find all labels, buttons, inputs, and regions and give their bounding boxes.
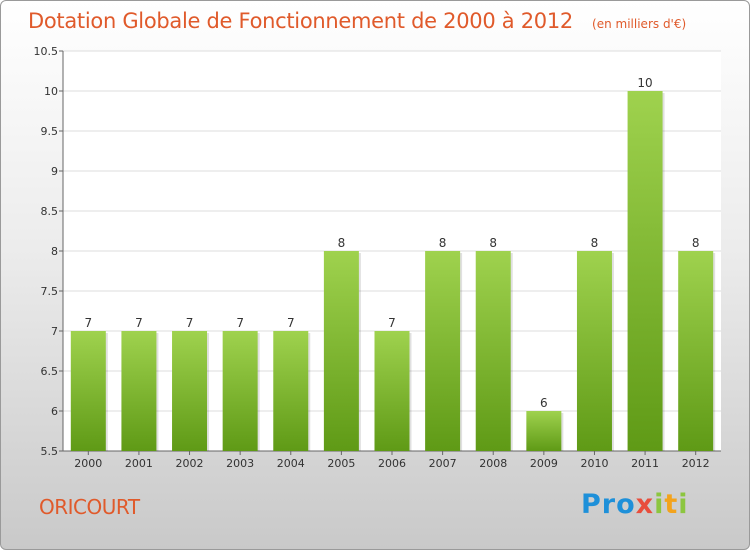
- chart-subtitle: (en milliers d'€): [592, 17, 687, 31]
- bar-2009: [526, 411, 562, 451]
- x-tick-label-2011: 2011: [631, 457, 659, 470]
- data-label-2007: 8: [439, 236, 447, 250]
- y-tick-label: 8: [51, 245, 58, 258]
- x-tick-label-2004: 2004: [277, 457, 305, 470]
- data-label-2003: 7: [236, 316, 244, 330]
- bar-2005: [323, 251, 359, 451]
- x-tick-label-2003: 2003: [226, 457, 254, 470]
- data-label-2009: 6: [540, 396, 548, 410]
- y-tick-label: 7.5: [41, 285, 59, 298]
- data-label-2010: 8: [591, 236, 599, 250]
- x-tick-label-2008: 2008: [479, 457, 507, 470]
- bar-2008: [475, 251, 511, 451]
- x-tick-label-2000: 2000: [74, 457, 102, 470]
- y-tick-label: 6: [51, 405, 58, 418]
- logo-part-3: i: [654, 489, 665, 520]
- y-tick-label: 9: [51, 165, 58, 178]
- x-tick-label-2010: 2010: [580, 457, 608, 470]
- data-label-2000: 7: [84, 316, 92, 330]
- data-label-2004: 7: [287, 316, 295, 330]
- data-label-2005: 8: [338, 236, 346, 250]
- bar-2003: [222, 331, 258, 451]
- bar-2012: [678, 251, 714, 451]
- city-name: ORICOURT: [39, 495, 140, 519]
- x-tick-label-2012: 2012: [682, 457, 710, 470]
- y-tick-label: 10.5: [34, 45, 59, 58]
- data-label-2011: 10: [637, 76, 652, 90]
- proxiti-logo: Proxiti: [581, 489, 689, 520]
- bar-2010: [576, 251, 612, 451]
- data-label-2001: 7: [135, 316, 143, 330]
- x-tick-label-2007: 2007: [429, 457, 457, 470]
- bar-2011: [627, 91, 663, 451]
- data-label-2012: 8: [692, 236, 700, 250]
- title-row: Dotation Globale de Fonctionnement de 20…: [28, 9, 686, 33]
- chart-title: Dotation Globale de Fonctionnement de 20…: [28, 9, 573, 33]
- bar-2000: [70, 331, 106, 451]
- y-tick-label: 9.5: [41, 125, 59, 138]
- x-tick-label-2006: 2006: [378, 457, 406, 470]
- bar-2006: [374, 331, 410, 451]
- x-tick-label-2005: 2005: [327, 457, 355, 470]
- x-tick-label-2009: 2009: [530, 457, 558, 470]
- x-tick-label-2002: 2002: [176, 457, 204, 470]
- bar-2002: [172, 331, 208, 451]
- y-tick-label: 6.5: [41, 365, 59, 378]
- logo-part-1: Pro: [581, 489, 636, 520]
- logo-part-2: x: [635, 489, 655, 520]
- y-tick-label: 7: [51, 325, 58, 338]
- bar-2004: [273, 331, 309, 451]
- logo-part-4: t: [664, 489, 679, 520]
- logo-part-5: i: [678, 489, 689, 520]
- data-label-2008: 8: [489, 236, 497, 250]
- bar-2007: [425, 251, 461, 451]
- x-tick-label-2001: 2001: [125, 457, 153, 470]
- y-tick-label: 10: [44, 85, 58, 98]
- y-tick-label: 5.5: [41, 445, 59, 458]
- data-label-2002: 7: [186, 316, 194, 330]
- data-label-2006: 7: [388, 316, 396, 330]
- bar-2001: [121, 331, 157, 451]
- y-tick-label: 8.5: [41, 205, 59, 218]
